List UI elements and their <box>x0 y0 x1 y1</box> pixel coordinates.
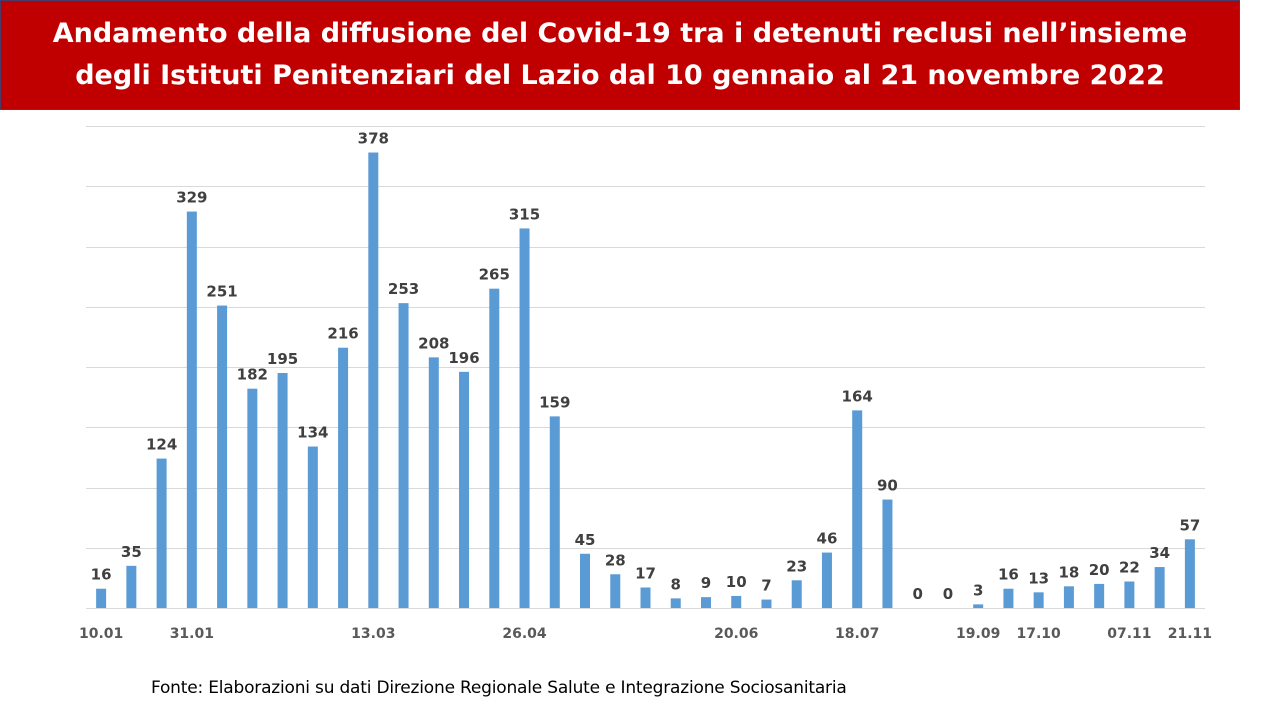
bar <box>338 347 349 608</box>
bar <box>398 303 409 608</box>
data-label: 124 <box>146 436 177 454</box>
x-tick-label: 20.06 <box>714 626 758 642</box>
bar <box>459 371 470 608</box>
data-label: 20 <box>1089 561 1110 579</box>
bar <box>1124 581 1135 608</box>
bar <box>247 388 258 608</box>
data-label: 196 <box>448 349 479 367</box>
bar <box>307 446 318 608</box>
chart-title-line-2: degli Istituti Penitenziari del Lazio da… <box>75 60 1165 91</box>
x-tick-label: 07.11 <box>1107 626 1151 642</box>
bar <box>368 152 379 608</box>
bar <box>1033 592 1044 608</box>
bar <box>217 305 228 608</box>
bar <box>1003 588 1014 608</box>
data-label: 315 <box>509 205 540 223</box>
x-tick-label: 13.03 <box>351 626 395 642</box>
data-label: 7 <box>761 577 771 595</box>
bar <box>640 587 651 608</box>
data-label: 35 <box>121 543 142 561</box>
bar <box>791 580 802 608</box>
bar <box>882 499 893 608</box>
data-label: 0 <box>943 585 953 603</box>
x-tick-label: 31.01 <box>170 626 214 642</box>
x-tick-label: 10.01 <box>79 626 123 642</box>
x-tick-label: 19.09 <box>956 626 1000 642</box>
bar <box>1184 539 1195 608</box>
data-label: 378 <box>358 130 389 148</box>
data-label: 57 <box>1179 516 1200 534</box>
data-label: 13 <box>1028 569 1049 587</box>
bar <box>973 604 984 608</box>
bar <box>489 288 500 608</box>
data-label: 16 <box>998 566 1019 584</box>
data-label: 9 <box>701 574 711 592</box>
data-label: 46 <box>817 530 838 548</box>
x-tick-label: 26.04 <box>502 626 547 642</box>
bar <box>610 574 621 608</box>
data-label: 8 <box>671 575 681 593</box>
x-tick-label: 21.11 <box>1168 626 1212 642</box>
bar <box>761 599 772 608</box>
data-label: 23 <box>786 557 807 575</box>
data-label: 182 <box>237 366 268 384</box>
bar <box>821 552 832 608</box>
data-label: 3 <box>973 581 983 599</box>
data-label: 17 <box>635 565 656 583</box>
data-label: 216 <box>327 325 358 343</box>
data-label: 10 <box>726 573 747 591</box>
bar <box>731 595 742 608</box>
bar <box>428 357 439 608</box>
data-label: 34 <box>1149 544 1170 562</box>
data-label: 164 <box>842 387 873 405</box>
bar <box>1063 586 1074 608</box>
bar <box>700 597 711 608</box>
bar-chart: 1610.013512432931.0125118219513421637813… <box>79 126 1212 642</box>
bar <box>126 565 137 608</box>
bar <box>277 373 288 608</box>
x-tick-label: 18.07 <box>835 626 879 642</box>
data-label: 18 <box>1058 563 1079 581</box>
x-tick-label: 17.10 <box>1017 626 1062 642</box>
bar <box>549 416 560 608</box>
chart-title-line-1: Andamento della diffusione del Covid-19 … <box>52 18 1188 49</box>
data-label: 159 <box>539 393 570 411</box>
title-banner: Andamento della diffusione del Covid-19 … <box>0 0 1240 110</box>
data-label: 134 <box>297 424 328 442</box>
data-label: 22 <box>1119 558 1140 576</box>
bar <box>96 588 107 608</box>
bar <box>580 553 591 608</box>
data-label: 195 <box>267 350 298 368</box>
data-label: 28 <box>605 551 626 569</box>
bar <box>156 458 167 608</box>
data-label: 329 <box>176 189 207 207</box>
bar <box>670 598 681 608</box>
data-label: 251 <box>206 283 237 301</box>
data-label: 253 <box>388 280 419 298</box>
data-label: 90 <box>877 477 898 495</box>
data-label: 45 <box>575 531 596 549</box>
bar <box>1094 583 1105 608</box>
bar <box>852 410 863 608</box>
source-note: Fonte: Elaborazioni su dati Direzione Re… <box>151 678 847 698</box>
data-label: 265 <box>479 266 510 284</box>
data-label: 16 <box>91 566 112 584</box>
bar <box>519 228 530 608</box>
data-label: 208 <box>418 334 449 352</box>
bar <box>186 211 197 608</box>
bar <box>1154 567 1165 608</box>
data-label: 0 <box>912 585 922 603</box>
